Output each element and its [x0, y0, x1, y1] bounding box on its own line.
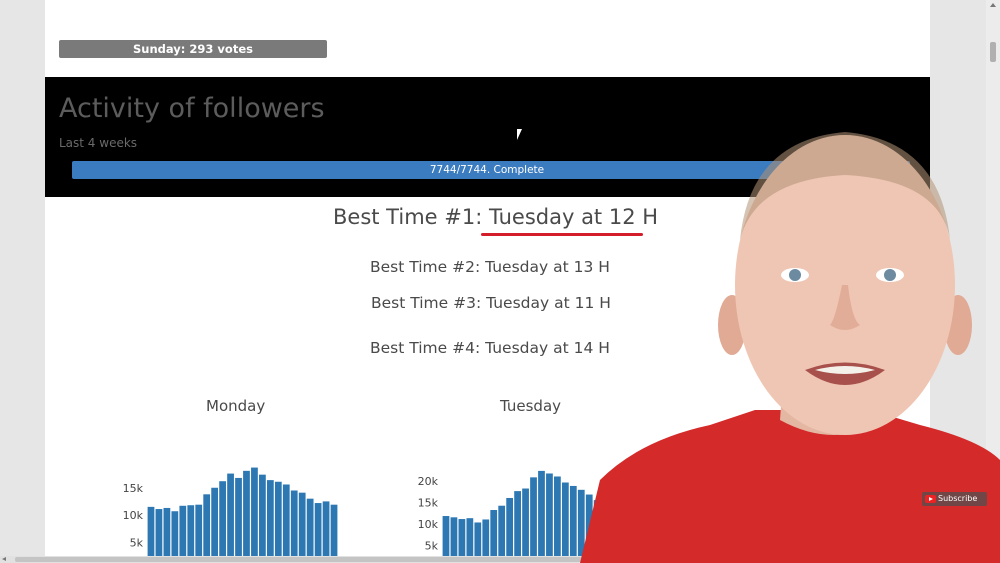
bar-hour-22[interactable]: [322, 501, 330, 556]
bar-hour-3[interactable]: [466, 518, 474, 556]
bar-hour-4[interactable]: [179, 505, 187, 556]
bar-hour-10[interactable]: [522, 488, 529, 556]
bar-hour-17[interactable]: [577, 489, 585, 556]
progress-label: 7744/7744. Complete: [429, 164, 545, 176]
bar-hour-15[interactable]: [266, 480, 274, 556]
bar-hour-16[interactable]: [569, 485, 577, 556]
youtube-logo-icon: [925, 495, 936, 503]
bar-hour-12[interactable]: [538, 470, 545, 556]
bar-hour-0[interactable]: [147, 506, 155, 556]
subscribe-label: Subscribe: [938, 494, 978, 503]
bar-hour-7[interactable]: [203, 494, 211, 556]
bar-hour-20[interactable]: [306, 498, 314, 556]
bar-hour-19[interactable]: [298, 492, 306, 556]
bar-hour-18[interactable]: [290, 490, 298, 556]
mouse-cursor-icon: [517, 129, 522, 140]
activity-title: Activity of followers: [59, 93, 325, 124]
monday-chart-title: Monday: [206, 397, 266, 415]
bar-hour-10[interactable]: [227, 473, 234, 556]
bar-hour-17[interactable]: [282, 484, 290, 556]
bar-hour-7[interactable]: [498, 505, 506, 556]
y-tick-label: 5k: [425, 539, 439, 552]
bar-hour-14[interactable]: [259, 474, 266, 556]
highlight-underline: [481, 233, 643, 236]
presenter-shirt: [580, 410, 1000, 563]
horizontal-scrollbar[interactable]: [0, 556, 1000, 563]
bar-hour-11[interactable]: [235, 477, 242, 556]
y-tick-label: 5k: [130, 536, 144, 549]
bar-hour-5[interactable]: [187, 505, 195, 556]
scroll-left-arrow-icon[interactable]: [2, 557, 6, 561]
horizontal-scroll-thumb[interactable]: [15, 557, 915, 562]
vertical-scrollbar[interactable]: [986, 0, 1000, 556]
presenter-hair: [740, 132, 950, 240]
bar-hour-12[interactable]: [243, 470, 250, 556]
bar-hour-3[interactable]: [171, 511, 179, 556]
bar-hour-21[interactable]: [314, 503, 322, 556]
presenter-teeth: [815, 366, 875, 374]
progress-bar: 7744/7744. Complete: [72, 161, 910, 179]
bar-hour-9[interactable]: [219, 481, 226, 556]
best-time-2: Best Time #2: Tuesday at 13 H: [370, 258, 610, 276]
bar-hour-2[interactable]: [458, 519, 466, 556]
activity-subtitle: Last 4 weeks: [59, 136, 138, 150]
presenter-video-overlay: [580, 132, 1000, 563]
monday-chart-svg: 5k 10k 15k: [123, 467, 338, 556]
best-time-3: Best Time #3: Tuesday at 11 H: [371, 294, 611, 312]
y-tick-label: 20k: [418, 475, 439, 488]
bar-hour-8[interactable]: [211, 487, 219, 556]
sunday-vote-bar: Sunday: 293 votes: [59, 40, 327, 58]
bar-hour-6[interactable]: [490, 510, 498, 556]
presenter-left-iris: [789, 269, 801, 281]
bar-hour-13[interactable]: [251, 467, 258, 556]
bar-hour-15[interactable]: [561, 482, 569, 556]
bar-hour-23[interactable]: [330, 504, 338, 556]
bar-hour-16[interactable]: [274, 481, 282, 556]
bar-hour-0[interactable]: [442, 516, 450, 556]
tuesday-chart-title: Tuesday: [500, 397, 562, 415]
bar-hour-13[interactable]: [546, 473, 553, 556]
bar-hour-4[interactable]: [474, 522, 482, 556]
bar-hour-14[interactable]: [554, 476, 561, 556]
y-tick-label: 15k: [418, 496, 439, 509]
best-time-1: Best Time #1: Tuesday at 12 H: [333, 205, 658, 229]
vertical-scroll-thumb[interactable]: [990, 42, 996, 62]
best-time-1-highlight: Tuesday at 12 H: [488, 205, 659, 229]
bar-hour-9[interactable]: [514, 491, 521, 556]
bar-hour-2[interactable]: [163, 507, 171, 556]
presenter-nose: [830, 285, 860, 330]
bar-hour-1[interactable]: [155, 509, 163, 556]
bar-hour-8[interactable]: [506, 497, 514, 556]
y-tick-label: 15k: [123, 482, 144, 495]
bar-hour-1[interactable]: [450, 517, 458, 556]
y-tick-label: 10k: [123, 509, 144, 522]
bar-hour-6[interactable]: [195, 504, 203, 556]
bar-hour-11[interactable]: [530, 477, 537, 556]
bar-hour-5[interactable]: [482, 519, 490, 556]
best-time-1-prefix: Best Time #1:: [333, 205, 489, 229]
y-tick-label: 10k: [418, 518, 439, 531]
subscribe-button[interactable]: Subscribe: [922, 492, 987, 506]
presenter-right-iris: [884, 269, 896, 281]
monday-chart: 5k 10k 15k: [110, 455, 340, 556]
best-time-4: Best Time #4: Tuesday at 14 H: [370, 339, 610, 357]
scroll-up-arrow-icon[interactable]: [990, 3, 996, 7]
